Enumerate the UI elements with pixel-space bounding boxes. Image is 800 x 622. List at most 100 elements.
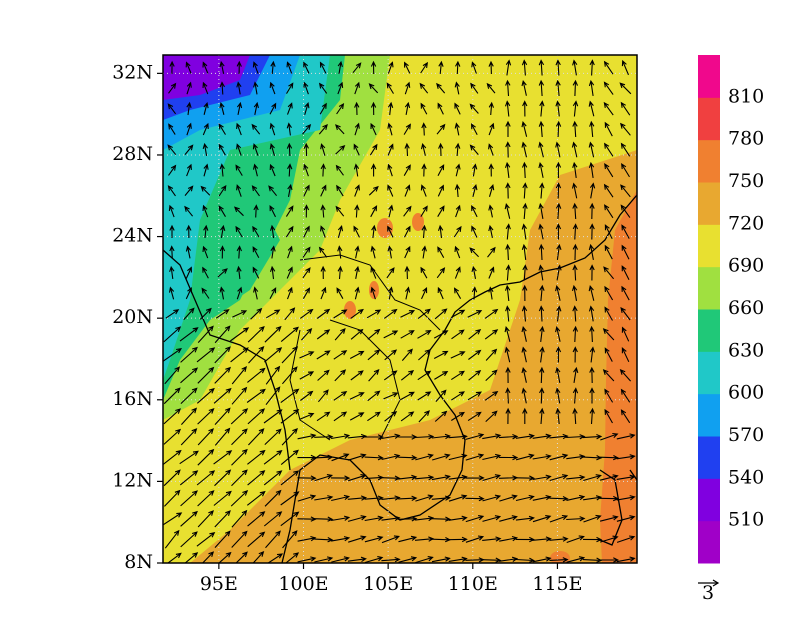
wind-arrow xyxy=(318,246,328,258)
wind-arrow xyxy=(582,455,603,461)
wind-arrow xyxy=(197,366,215,384)
wind-arrow xyxy=(415,494,434,502)
wind-arrow xyxy=(616,454,636,460)
wind-arrow xyxy=(588,161,595,178)
wind-arrow xyxy=(213,387,232,404)
x-tick-label: 110E xyxy=(448,573,498,595)
wind-arrow xyxy=(196,470,216,486)
wind-arrow xyxy=(236,60,242,75)
wind-arrow xyxy=(572,243,579,261)
wind-arrow xyxy=(331,453,350,462)
wind-arrow xyxy=(555,407,561,425)
wind-arrow xyxy=(370,101,377,116)
wind-arrow xyxy=(538,120,544,138)
colorbar-label: 780 xyxy=(728,128,764,150)
wind-arrow xyxy=(404,225,411,238)
wind-arrow xyxy=(236,245,243,259)
wind-arrow xyxy=(448,453,468,461)
wind-arrow xyxy=(286,266,293,279)
wind-arrow xyxy=(349,392,365,400)
wind-arrow xyxy=(163,469,181,487)
wind-arrow xyxy=(532,515,552,523)
wind-arrow xyxy=(287,163,293,177)
wind-arrow xyxy=(420,142,427,156)
wind-arrow xyxy=(572,223,579,240)
wind-arrow xyxy=(320,204,326,218)
wind-arrow xyxy=(247,408,266,425)
wind-arrow xyxy=(252,143,259,156)
wind-arrow xyxy=(505,182,511,199)
wind-arrow xyxy=(381,515,401,522)
axes: 95E 100E 105E 110E 115E 8N 12N 16N 20N 24N 28N 32N xyxy=(112,61,582,595)
wind-arrow xyxy=(589,366,595,384)
wind-arrow xyxy=(280,409,300,424)
wind-arrow xyxy=(420,266,428,279)
wind-arrow xyxy=(218,205,226,217)
wind-arrow xyxy=(499,535,519,542)
wind-arrow xyxy=(168,164,177,176)
wind-arrow xyxy=(539,325,545,342)
wind-arrow xyxy=(350,308,364,319)
wind-arrow xyxy=(532,494,552,501)
wind-arrow xyxy=(214,325,231,344)
wind-arrow xyxy=(316,350,331,360)
wind-arrow xyxy=(505,305,511,322)
wind-arrow xyxy=(505,366,511,384)
wind-arrow xyxy=(269,204,276,218)
wind-arrow xyxy=(213,450,233,465)
wind-arrow xyxy=(231,469,248,487)
wind-arrow xyxy=(252,246,260,259)
wind-arrow xyxy=(264,325,282,343)
wind-arrow xyxy=(370,266,377,279)
wind-arrow xyxy=(555,182,562,199)
wind-arrow xyxy=(421,245,427,259)
wind-arrow xyxy=(246,388,266,403)
y-tick-label: 20N xyxy=(112,306,153,328)
wind-arrow xyxy=(604,224,613,239)
wind-arrow xyxy=(186,81,192,95)
wind-arrow xyxy=(253,286,259,300)
wind-arrow xyxy=(381,475,401,481)
wind-arrow xyxy=(347,495,368,501)
wind-arrow xyxy=(482,536,502,542)
wind-arrow xyxy=(269,81,276,95)
wind-arrow xyxy=(420,102,428,115)
wind-arrow xyxy=(498,454,519,461)
wind-arrow xyxy=(202,61,209,74)
wind-arrow xyxy=(421,286,428,300)
wind-arrow xyxy=(167,552,182,563)
wind-arrow xyxy=(401,348,413,361)
wind-arrow xyxy=(169,245,175,259)
wind-arrow xyxy=(184,552,199,563)
wind-arrow xyxy=(248,428,265,446)
wind-arrow xyxy=(316,411,331,422)
wind-arrow xyxy=(448,536,468,543)
wind-arrow xyxy=(549,433,569,440)
wind-arrow xyxy=(532,433,552,439)
wind-arrow xyxy=(333,411,348,422)
colorbar-block xyxy=(698,224,720,268)
wind-arrow xyxy=(281,346,299,364)
wind-arrow xyxy=(488,183,495,197)
wind-arrow xyxy=(266,309,281,319)
wind-arrow xyxy=(504,161,511,178)
wind-arrow xyxy=(197,408,215,425)
wind-arrow xyxy=(467,310,483,318)
wind-arrow xyxy=(354,122,360,136)
wind-arrow xyxy=(505,120,511,137)
wind-arrow xyxy=(620,204,631,218)
contour-fill xyxy=(163,55,330,380)
wind-arrow xyxy=(418,410,430,423)
wind-arrow xyxy=(387,61,394,74)
wind-arrow xyxy=(286,122,292,136)
wind-arrow xyxy=(286,61,293,74)
wind-arrow xyxy=(302,123,312,135)
wind-arrow xyxy=(263,511,283,527)
wind-arrow xyxy=(186,101,192,116)
x-tick-label: 105E xyxy=(363,573,413,595)
wind-arrow xyxy=(368,185,379,196)
wind-arrow xyxy=(347,556,367,563)
colorbar-label: 570 xyxy=(728,424,764,446)
wind-arrow xyxy=(367,411,381,422)
